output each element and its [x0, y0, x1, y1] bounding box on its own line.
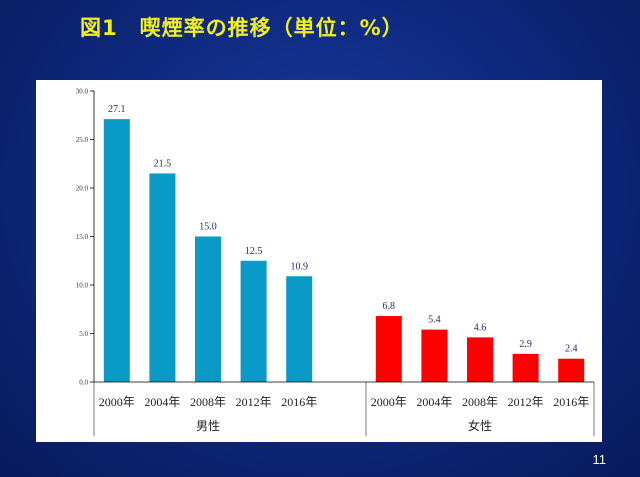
group-label: 男性 [196, 419, 220, 433]
x-category-label: 2016年 [281, 395, 317, 409]
bar [467, 337, 493, 382]
bar [375, 316, 402, 382]
y-tick-label: 20.0 [76, 185, 89, 193]
bar-value-label: 15.0 [199, 222, 217, 233]
bar [240, 260, 267, 382]
bar-value-label: 12.5 [245, 246, 263, 257]
x-category-label: 2008年 [190, 395, 226, 409]
bar [421, 329, 448, 382]
slide-title: 図1 喫煙率の推移（単位：%） [80, 16, 404, 40]
bar-value-label: 21.5 [154, 158, 172, 169]
bar [558, 358, 585, 382]
bars: 27.1 21.5 15.0 12.5 10.9 6.8 5.4 4.6 2.9 2.4 [103, 104, 585, 382]
group-label: 女性 [468, 418, 492, 433]
x-category-label: 2004年 [416, 395, 452, 409]
y-tick-label: 15.0 [76, 233, 89, 241]
bar-value-label: 10.9 [290, 261, 308, 272]
bar-value-label: 6.8 [383, 301, 396, 312]
bar [286, 276, 313, 382]
y-tick-label: 5.0 [79, 330, 88, 338]
y-tick-label: 30.0 [76, 88, 89, 96]
x-category-label: 2012年 [236, 395, 272, 409]
bar-value-label: 4.6 [474, 322, 487, 333]
x-category-label: 2000年 [371, 395, 407, 409]
bar [149, 173, 176, 382]
bar [195, 236, 221, 382]
bar-value-label: 5.4 [428, 315, 441, 326]
x-category-label: 2000年 [99, 395, 135, 409]
y-tick-label: 10.0 [76, 282, 89, 290]
y-axis: 0.0 5.0 10.0 15.0 20.0 25.0 30.0 [76, 88, 95, 387]
chart-area: 0.0 5.0 10.0 15.0 20.0 25.0 30.0 27.1 21.5 15.0 1… [36, 80, 602, 442]
bar-value-label: 2.9 [519, 339, 532, 350]
bar [512, 353, 539, 382]
x-category-label: 2004年 [144, 395, 180, 409]
x-category-label: 2008年 [462, 395, 498, 409]
y-tick-label: 0.0 [79, 379, 88, 387]
x-category-label: 2016年 [553, 395, 589, 409]
x-category-label: 2012年 [508, 395, 544, 409]
bar-value-label: 27.1 [108, 104, 126, 115]
bar-chart: 0.0 5.0 10.0 15.0 20.0 25.0 30.0 27.1 21.5 15.0 1… [76, 88, 595, 436]
bar [103, 119, 130, 382]
bar-value-label: 2.4 [565, 344, 578, 355]
y-tick-label: 25.0 [76, 136, 89, 144]
page-number: 11 [592, 452, 607, 467]
